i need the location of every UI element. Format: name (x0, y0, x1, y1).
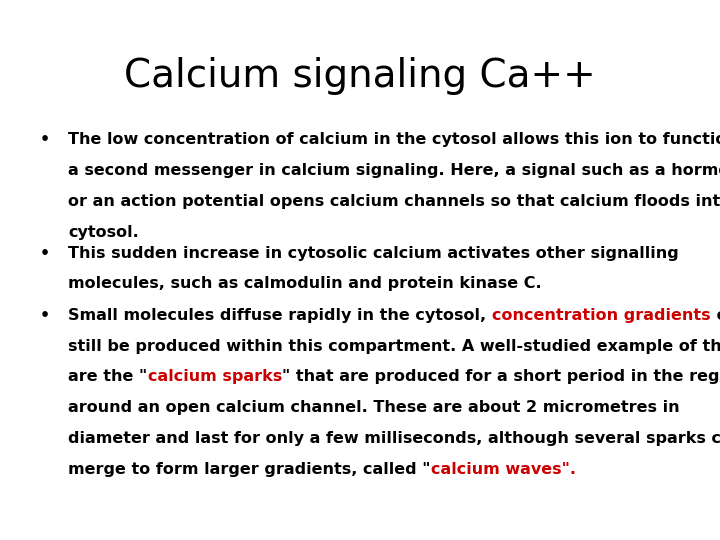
Text: or an action potential opens calcium channels so that calcium floods into the: or an action potential opens calcium cha… (68, 194, 720, 209)
Text: " that are produced for a short period in the region: " that are produced for a short period i… (282, 369, 720, 384)
Text: are the ": are the " (68, 369, 148, 384)
Text: concentration gradients: concentration gradients (492, 308, 711, 323)
Text: The low concentration of calcium in the cytosol allows this ion to function as: The low concentration of calcium in the … (68, 132, 720, 147)
Text: cytosol.: cytosol. (68, 225, 139, 240)
Text: merge to form larger gradients, called ": merge to form larger gradients, called " (68, 462, 431, 477)
Text: molecules, such as calmodulin and protein kinase C.: molecules, such as calmodulin and protei… (68, 276, 542, 292)
Text: Calcium signaling Ca++: Calcium signaling Ca++ (124, 57, 596, 94)
Text: •: • (40, 308, 50, 323)
Text: •: • (40, 246, 50, 261)
Text: around an open calcium channel. These are about 2 micrometres in: around an open calcium channel. These ar… (68, 400, 680, 415)
Text: calcium sparks: calcium sparks (148, 369, 282, 384)
Text: can: can (711, 308, 720, 323)
Text: calcium waves".: calcium waves". (431, 462, 576, 477)
Text: a second messenger in calcium signaling. Here, a signal such as a hormone: a second messenger in calcium signaling.… (68, 163, 720, 178)
Text: •: • (40, 132, 50, 147)
Text: diameter and last for only a few milliseconds, although several sparks can: diameter and last for only a few millise… (68, 431, 720, 446)
Text: Small molecules diffuse rapidly in the cytosol,: Small molecules diffuse rapidly in the c… (68, 308, 492, 323)
Text: This sudden increase in cytosolic calcium activates other signalling: This sudden increase in cytosolic calciu… (68, 246, 679, 261)
Text: still be produced within this compartment. A well-studied example of these: still be produced within this compartmen… (68, 339, 720, 354)
